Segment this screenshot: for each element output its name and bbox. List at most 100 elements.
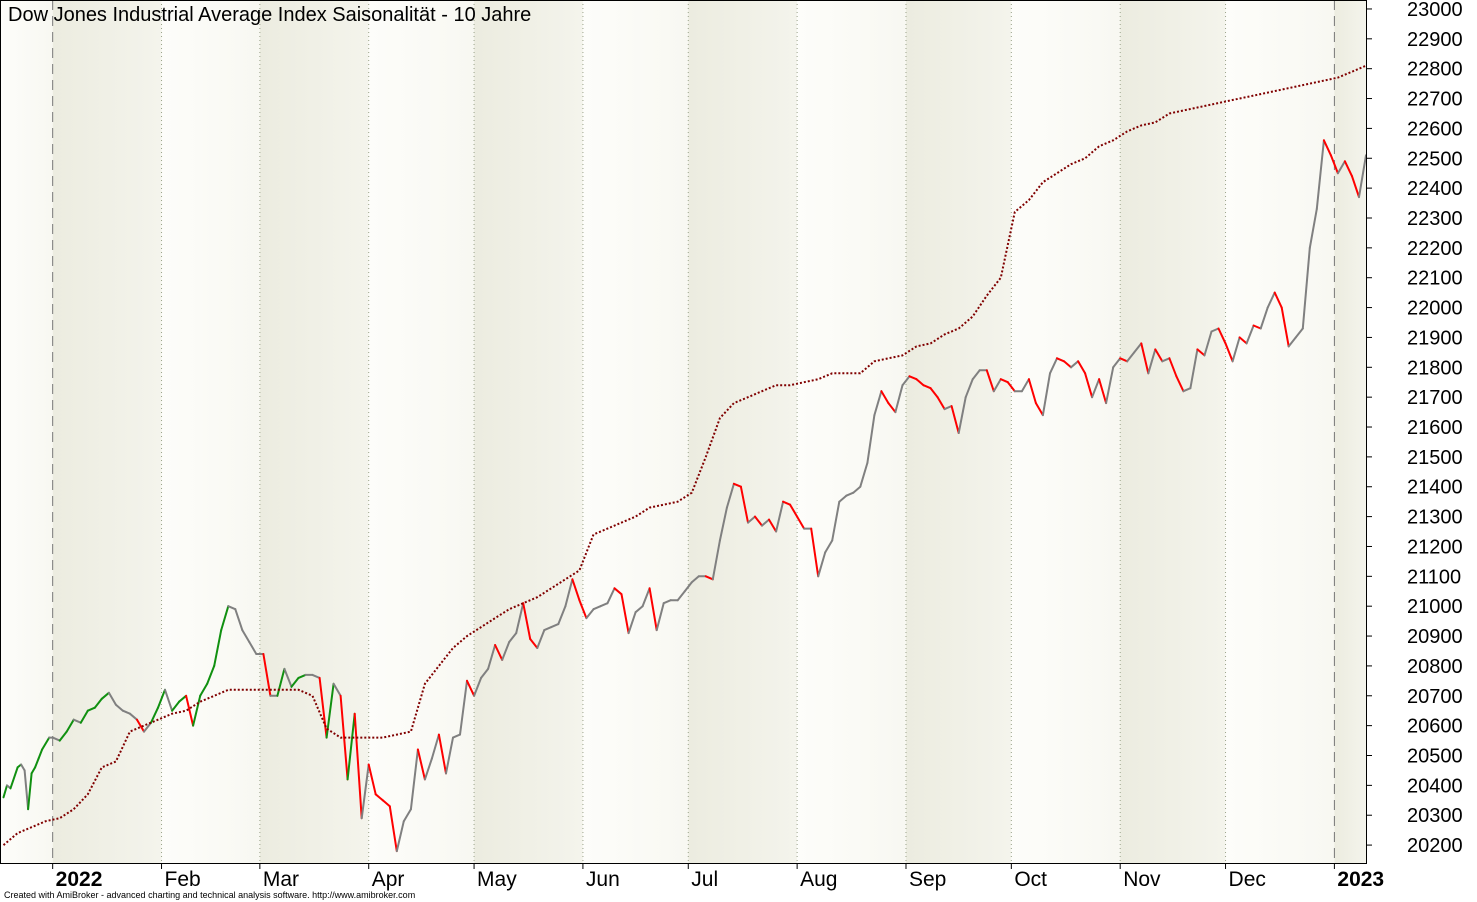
seasonal-segment xyxy=(128,712,138,721)
seasonal-segment xyxy=(213,629,223,667)
seasonal-segment xyxy=(999,378,1009,384)
seasonal-segment xyxy=(1112,357,1122,369)
seasonal-segment xyxy=(1049,357,1058,375)
seasonal-segment xyxy=(227,605,237,611)
seasonal-segment xyxy=(915,378,925,387)
seasonal-segment xyxy=(437,733,447,775)
seasonal-segment xyxy=(185,694,195,727)
y-tick-label: 21400 xyxy=(1407,477,1463,499)
seasonal-segment xyxy=(290,676,300,688)
y-tick-label: 21100 xyxy=(1407,566,1461,588)
seasonal-segment xyxy=(810,527,820,578)
series-layer xyxy=(2,64,1367,853)
seasonal-segment xyxy=(199,682,209,697)
seasonal-segment xyxy=(824,539,834,554)
seasonal-segment xyxy=(402,808,412,823)
month-band xyxy=(1011,0,1121,863)
y-tick-label: 22300 xyxy=(1407,208,1463,230)
seasonal-segment xyxy=(41,736,51,751)
seasonal-segment xyxy=(1084,372,1094,399)
month-band xyxy=(259,0,369,863)
y-tick-label: 22600 xyxy=(1407,118,1463,140)
seasonal-segment xyxy=(473,676,483,697)
seasonal-segment xyxy=(487,644,497,670)
seasonal-segment xyxy=(339,694,349,781)
seasonal-segment xyxy=(747,515,756,524)
seasonal-segment xyxy=(1336,160,1346,175)
seasonal-segment xyxy=(23,769,30,811)
seasonal-segment xyxy=(704,575,714,581)
seasonal-segment xyxy=(1287,336,1297,348)
seasonal-segment xyxy=(775,500,785,533)
seasonal-segment xyxy=(311,673,321,679)
seasonal-segment xyxy=(409,748,419,811)
seasonal-segment xyxy=(754,515,763,527)
seasonal-segment xyxy=(676,590,686,602)
seasonal-segment xyxy=(1126,351,1136,363)
month-band xyxy=(688,0,798,863)
y-tick-label: 22500 xyxy=(1407,148,1463,170)
seasonal-segment xyxy=(1077,360,1087,375)
seasonal-segment xyxy=(93,697,103,709)
month-label: Oct xyxy=(1014,868,1047,891)
seasonal-segment xyxy=(1182,387,1192,393)
seasonal-segment xyxy=(157,688,166,709)
seasonal-segment xyxy=(1161,357,1171,363)
month-label: Jun xyxy=(586,868,620,891)
seasonal-segment xyxy=(416,748,426,781)
month-label: Apr xyxy=(372,868,405,891)
seasonal-segment xyxy=(768,518,778,533)
seasonal-segment xyxy=(9,766,19,790)
seasonal-segment xyxy=(543,626,553,632)
seasonal-segment xyxy=(1351,175,1360,199)
credit-footer: Created with AmiBroker - advanced charti… xyxy=(4,890,415,900)
seasonal-segment xyxy=(374,793,384,802)
month-band xyxy=(1334,0,1366,863)
seasonal-segment xyxy=(395,820,405,853)
month-bands xyxy=(0,0,1366,863)
seasonal-segment xyxy=(1175,375,1185,393)
seasonal-segment xyxy=(1063,360,1072,369)
seasonal-segment xyxy=(107,691,117,706)
seasonal-segment xyxy=(606,587,616,605)
seasonal-segment xyxy=(30,766,37,775)
month-band xyxy=(1225,0,1335,863)
seasonal-segment xyxy=(564,578,574,608)
seasonal-segment xyxy=(1238,336,1248,345)
seasonal-segment xyxy=(711,539,721,581)
seasonal-segment xyxy=(1020,378,1030,393)
y-tick-label: 22000 xyxy=(1407,298,1463,320)
seasonal-segment xyxy=(1245,324,1255,345)
y-tick-label: 22700 xyxy=(1407,89,1463,111)
seasonal-segment xyxy=(662,599,672,605)
seasonal-segment xyxy=(627,611,637,635)
seasonal-segment xyxy=(1027,378,1037,405)
seasonal-segment xyxy=(1343,160,1353,178)
seasonal-segment xyxy=(1070,360,1080,369)
chart-title: Dow Jones Industrial Average Index Saiso… xyxy=(8,4,531,26)
seasonal-segment xyxy=(1196,348,1206,357)
seasonal-segment xyxy=(480,667,490,679)
seasonal-segment xyxy=(1140,342,1150,375)
y-tick-label: 23000 xyxy=(1407,0,1463,21)
seasonal-segment xyxy=(445,736,454,775)
seasonal-segment xyxy=(599,602,609,608)
y-tick-label: 21900 xyxy=(1407,327,1463,349)
seasonal-segment xyxy=(318,676,328,739)
y-axis: 20200 20300 20400 20500 20600 20700 20800 20900… xyxy=(1366,0,1463,857)
seasonal-segment xyxy=(852,485,862,494)
y-tick-label: 22400 xyxy=(1407,178,1463,200)
seasonal-segment xyxy=(1358,154,1367,199)
seasonal-segment xyxy=(206,664,216,685)
month-label: May xyxy=(477,868,517,891)
seasonal-segment xyxy=(908,375,918,381)
seasonal-segment xyxy=(1266,291,1276,309)
seasonal-segment xyxy=(992,378,1002,393)
month-label: Feb xyxy=(165,868,201,891)
year-label: 2022 xyxy=(56,868,103,891)
seasonal-segment xyxy=(459,679,468,736)
seasonal-segment xyxy=(430,733,440,760)
seasonal-segment xyxy=(922,384,932,390)
seasonal-segment xyxy=(1308,208,1318,249)
seasonal-segment xyxy=(1315,139,1325,210)
